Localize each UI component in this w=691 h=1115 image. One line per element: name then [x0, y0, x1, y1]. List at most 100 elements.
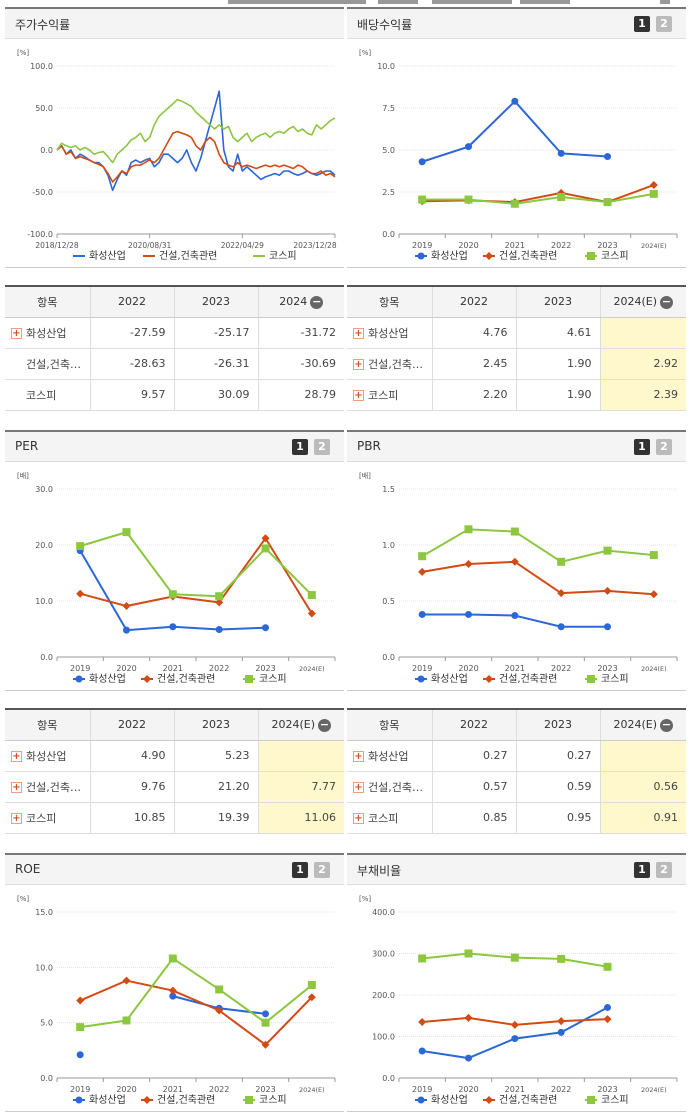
legend-label: 화성산업 [431, 249, 468, 262]
expand-icon[interactable]: + [353, 328, 364, 339]
page-2-button[interactable]: 2 [656, 439, 672, 455]
top-tab-3[interactable] [432, 0, 512, 4]
expand-icon[interactable]: + [353, 813, 364, 824]
table-row: 건설,건축… -28.63 -26.31 -30.69 [5, 348, 344, 380]
per-chart: [배] 30.0 20.0 10.0 0.0 2019 2020 2021 2022 2023 20… [17, 471, 336, 685]
x-tick-label: 2019 [412, 241, 432, 250]
page-2-button[interactable]: 2 [314, 862, 330, 878]
data-point-diamond [649, 180, 658, 189]
unit-label: [배] [359, 471, 371, 480]
expand-icon[interactable]: + [353, 359, 364, 370]
top-tab-1[interactable] [228, 0, 366, 4]
data-point-diamond [603, 1015, 612, 1024]
expand-icon[interactable]: + [353, 390, 364, 401]
data-point-circle [123, 626, 130, 634]
data-point-square [649, 189, 658, 198]
expand-icon[interactable]: + [11, 751, 22, 762]
y-tick-label: 100.0 [372, 1033, 395, 1042]
data-point-diamond [603, 586, 612, 595]
collapse-icon[interactable]: − [318, 717, 332, 732]
data-point-square [307, 591, 316, 600]
row-label: 코스피 [26, 388, 57, 402]
stock-return-chart: [%]100.0 50.0 0.0 -50.0 -100.0 2018/12/28 2020… [17, 49, 337, 262]
x-tick-label: 2023 [255, 664, 275, 673]
legend-label: 건설,건축관련 [499, 250, 557, 262]
row-label-cell: 코스피 [5, 379, 90, 411]
page-1-button[interactable]: 1 [292, 439, 308, 455]
table-row: + 건설,건축… 9.76 21.20 7.77 [5, 771, 344, 803]
row-label-cell: + 코스피 [5, 802, 90, 834]
expand-icon[interactable]: + [11, 328, 22, 339]
x-tick-label: 2019 [70, 664, 90, 673]
top-tab-5[interactable] [660, 0, 670, 4]
collapse-icon[interactable]: − [660, 717, 674, 732]
value-cell: -28.63 [89, 348, 174, 380]
y-tick-label: 0.0 [40, 653, 53, 662]
expand-icon[interactable]: + [11, 813, 22, 824]
expand-icon[interactable]: + [353, 751, 364, 762]
legend-label: 코스피 [259, 673, 287, 685]
x-tick-label: 2024(E) [641, 1086, 667, 1094]
data-point-diamond [485, 675, 493, 683]
x-tick-label: 2021 [505, 241, 525, 250]
table-header-row: 항목 2022 2023 2024(E) − [347, 286, 686, 318]
y-tick-label: 200.0 [372, 991, 395, 1000]
top-tab-4[interactable] [520, 0, 570, 4]
value-cell [257, 740, 344, 772]
data-point-diamond [122, 976, 131, 985]
unit-label: [%] [17, 49, 29, 57]
data-point-diamond [557, 1017, 566, 1026]
top-tab-2[interactable] [378, 0, 418, 4]
legend-label: 건설,건축관련 [159, 250, 217, 262]
data-point-circle [418, 1047, 426, 1055]
value-cell: -27.59 [89, 317, 174, 349]
header-year: 2023 [173, 709, 258, 741]
page-1-button[interactable]: 1 [292, 862, 308, 878]
y-tick-label: 0.0 [40, 146, 53, 155]
page-2-button[interactable]: 2 [656, 862, 672, 878]
table-row: + 화성산업 4.90 5.23 [5, 740, 344, 772]
header-year-expand: 2024(E) − [599, 286, 686, 318]
value-cell: 21.20 [173, 771, 258, 803]
header-year-label: 2024(E) [613, 295, 658, 308]
y-tick-label: -100.0 [27, 230, 53, 239]
value-cell: -30.69 [257, 348, 344, 380]
value-cell: 0.57 [431, 771, 516, 803]
page-1-button[interactable]: 1 [634, 862, 650, 878]
data-point-diamond [307, 609, 316, 618]
roe-chart: [%] 15.0 10.0 5.0 0.0 2019 2020 2021 2022 2023 202… [17, 895, 336, 1106]
expand-icon[interactable]: + [11, 782, 22, 793]
collapse-icon[interactable]: − [660, 294, 674, 309]
data-point-circle [511, 97, 519, 105]
page-2-button[interactable]: 2 [314, 439, 330, 455]
legend-label: 코스피 [601, 250, 629, 262]
y-tick-label: 10.0 [377, 62, 395, 71]
data-point-diamond [485, 1096, 493, 1104]
pbr-table: 항목 2022 2023 2024(E) − + 화성산업 0.27 0.27 + 건… [347, 708, 686, 834]
legend-label: 화성산업 [431, 1093, 468, 1106]
header-year: 2023 [515, 709, 600, 741]
row-label: 코스피 [368, 388, 399, 402]
header-year-label: 2024(E) [271, 718, 316, 731]
page-1-button[interactable]: 1 [634, 439, 650, 455]
expand-icon[interactable]: + [353, 782, 364, 793]
data-point-square [587, 252, 595, 260]
y-tick-label: 0.0 [382, 653, 395, 662]
x-tick-label: 2020 [458, 241, 478, 250]
legend-label: 건설,건축관련 [499, 1094, 557, 1106]
collapse-icon[interactable]: − [310, 294, 324, 309]
debt-ratio-panel: 부채비율 1 2 [%] 400.0 300.0 200.0 100.0 0.0 2019 2… [347, 853, 686, 1112]
header-year: 2022 [89, 709, 174, 741]
value-cell: 11.06 [257, 802, 344, 834]
data-point-circle [76, 1051, 84, 1059]
x-tick-label: 2020 [458, 1085, 478, 1094]
panel-title: 주가수익률 [15, 18, 71, 32]
data-point-square [307, 981, 316, 990]
value-cell: 19.39 [173, 802, 258, 834]
page-1-button[interactable]: 1 [634, 16, 650, 32]
x-tick-label: 2023 [597, 241, 617, 250]
y-tick-label: 0.0 [382, 1074, 395, 1083]
data-point-square [510, 199, 519, 208]
page-2-button[interactable]: 2 [656, 16, 672, 32]
y-tick-label: 400.0 [372, 908, 395, 917]
